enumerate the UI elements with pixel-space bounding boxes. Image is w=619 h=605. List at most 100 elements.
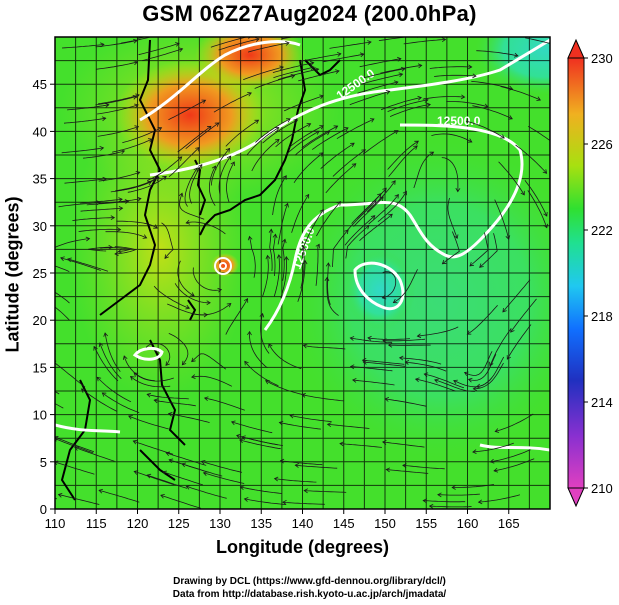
streamline	[299, 53, 341, 62]
colorbar-tick-label: 214	[591, 395, 613, 410]
streamline	[385, 398, 427, 407]
streamline-arrow	[502, 307, 507, 313]
streamline	[399, 357, 442, 365]
streamline-arrow	[241, 435, 246, 440]
streamline-arrow	[98, 342, 104, 348]
streamline-arrow	[225, 147, 231, 153]
streamline	[60, 257, 101, 271]
streamline	[506, 324, 532, 360]
streamline	[265, 380, 306, 396]
streamline	[295, 464, 338, 469]
streamline-arrow	[23, 372, 27, 376]
streamline	[72, 217, 115, 221]
colorbar-top-arrow	[567, 38, 585, 59]
streamline-arrow	[477, 499, 483, 505]
streamline	[55, 438, 94, 454]
streamline	[240, 486, 282, 494]
streamline	[320, 142, 355, 169]
streamline	[246, 127, 280, 156]
streamline-arrow	[393, 80, 399, 86]
streamline-arrow	[239, 438, 244, 444]
streamline-arrow	[310, 65, 315, 71]
streamline-arrow	[203, 312, 209, 318]
streamline	[147, 474, 188, 489]
streamline	[524, 180, 548, 217]
streamline-arrow	[382, 440, 387, 445]
streamline-arrow	[315, 130, 320, 135]
streamline-arrow	[324, 276, 330, 282]
streamline-arrow	[133, 38, 138, 44]
streamline-arrow	[195, 146, 200, 152]
streamline-arrow	[398, 72, 404, 78]
streamline	[168, 99, 206, 121]
streamline	[301, 125, 338, 149]
streamline-arrow	[441, 259, 447, 265]
streamline-arrow	[268, 228, 274, 234]
streamline-arrow	[102, 176, 108, 182]
streamline-arrow	[281, 238, 287, 244]
streamline	[363, 361, 406, 367]
streamline	[434, 379, 475, 392]
streamline-arrow	[122, 355, 128, 360]
streamline	[67, 104, 109, 111]
streamline-arrow	[101, 392, 107, 397]
streamline	[329, 41, 372, 49]
streamline	[447, 197, 458, 239]
streamline	[136, 37, 141, 38]
streamline-arrow	[202, 471, 208, 476]
streamline	[61, 44, 104, 49]
streamline	[88, 246, 113, 252]
streamline	[203, 472, 245, 484]
x-tick-label: 130	[209, 516, 231, 531]
streamline-arrow	[147, 138, 153, 143]
streamline	[332, 149, 366, 177]
streamline	[55, 436, 95, 453]
streamline	[55, 403, 64, 409]
x-tick-label: 110	[45, 516, 66, 531]
streamline	[80, 207, 123, 212]
streamline	[298, 70, 340, 82]
streamline	[186, 221, 226, 235]
streamline-arrow	[359, 52, 365, 58]
streamline-arrow	[274, 138, 280, 144]
streamline-arrow	[178, 47, 184, 53]
streamline-arrow	[191, 357, 196, 363]
streamline	[272, 234, 276, 277]
streamline	[122, 127, 162, 144]
streamline-arrow	[333, 125, 339, 130]
streamline	[490, 449, 531, 463]
streamline-arrow	[472, 449, 477, 455]
streamline	[55, 306, 70, 321]
streamline-arrow	[259, 312, 265, 318]
streamline-arrow	[206, 300, 211, 306]
streamline-arrow	[453, 379, 458, 385]
streamline-arrow	[493, 467, 499, 473]
streamline	[127, 176, 167, 193]
streamline	[494, 199, 510, 240]
streamline	[415, 378, 457, 392]
streamline-arrow	[175, 27, 179, 31]
streamline	[464, 351, 493, 376]
colorbar: 230 226 222 218 214 210	[567, 38, 613, 508]
streamline-arrow	[135, 171, 141, 176]
streamline	[291, 194, 310, 233]
streamline-arrow	[282, 500, 287, 505]
streamline	[465, 120, 505, 139]
streamline	[147, 156, 182, 181]
streamline	[78, 228, 121, 232]
streamline	[153, 285, 190, 309]
streamline	[96, 377, 132, 403]
streamline-arrow	[336, 52, 342, 57]
streamline-arrow	[428, 503, 434, 509]
streamline-arrow	[302, 343, 308, 349]
streamline-arrow	[101, 116, 107, 122]
streamline-arrow	[466, 330, 472, 335]
streamline	[142, 48, 183, 61]
streamline-arrow	[272, 233, 278, 239]
streamline-arrow	[206, 125, 212, 131]
streamline	[489, 329, 511, 366]
streamline-arrow	[134, 125, 140, 130]
streamline	[362, 359, 405, 365]
streamline	[476, 50, 518, 57]
streamline	[272, 62, 314, 73]
